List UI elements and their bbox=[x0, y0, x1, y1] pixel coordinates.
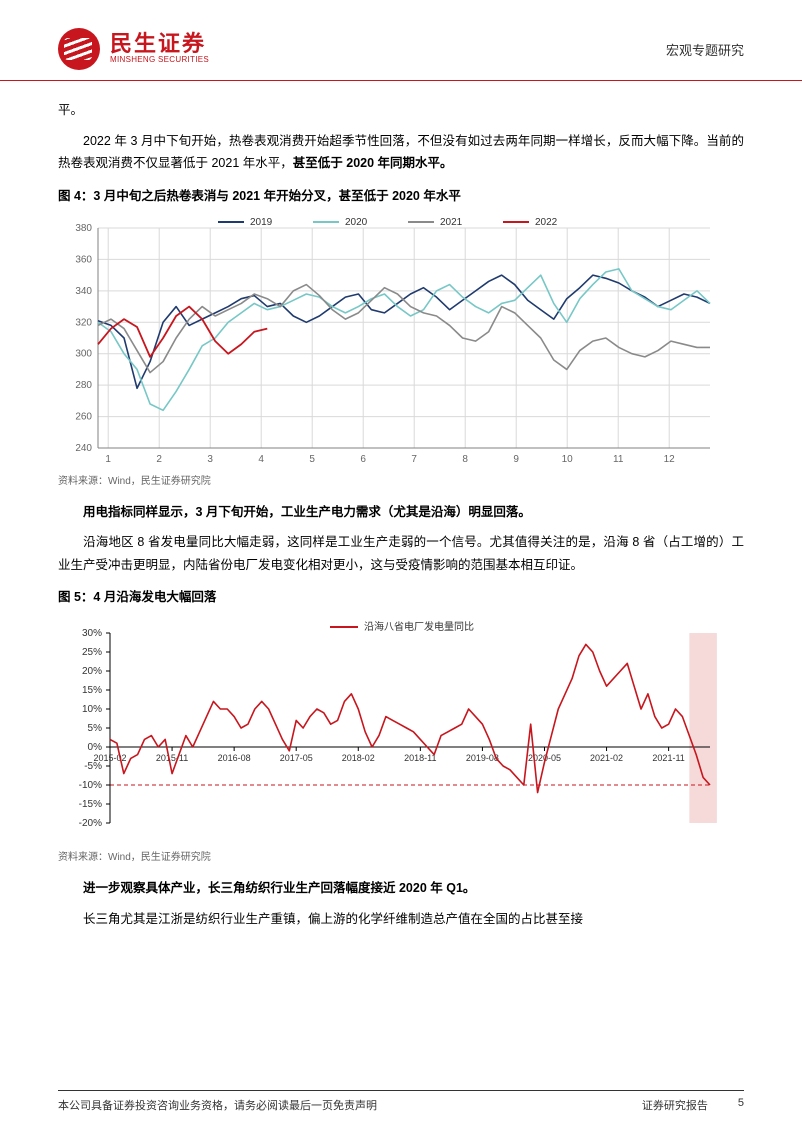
svg-text:340: 340 bbox=[75, 285, 92, 296]
logo-text-en: MINSHENG SECURITIES bbox=[110, 55, 209, 65]
para-3-head: 进一步观察具体产业，长三角纺织行业生产回落幅度接近 2020 年 Q1。 bbox=[58, 877, 744, 900]
svg-text:260: 260 bbox=[75, 411, 92, 422]
svg-text:-15%: -15% bbox=[79, 799, 102, 810]
svg-text:4: 4 bbox=[258, 454, 264, 465]
logo-icon bbox=[58, 28, 100, 70]
para-2-head: 用电指标同样显示，3 月下旬开始，工业生产电力需求（尤其是沿海）明显回落。 bbox=[58, 501, 744, 524]
svg-text:2021-02: 2021-02 bbox=[590, 753, 623, 763]
para-3-body: 长三角尤其是江浙是纺织行业生产重镇，偏上游的化学纤维制造总产值在全国的占比甚至接 bbox=[58, 908, 744, 931]
para-1-bold: 甚至低于 2020 年同期水平。 bbox=[293, 156, 453, 170]
svg-text:2021-11: 2021-11 bbox=[652, 753, 684, 763]
page-header: 民生证券 MINSHENG SECURITIES 宏观专题研究 bbox=[0, 0, 802, 81]
svg-text:2: 2 bbox=[156, 454, 162, 465]
svg-text:-10%: -10% bbox=[79, 780, 102, 791]
svg-text:2020: 2020 bbox=[345, 217, 368, 228]
fig5-title: 图 5：4 月沿海发电大幅回落 bbox=[58, 586, 744, 605]
svg-text:12: 12 bbox=[664, 454, 676, 465]
svg-text:-20%: -20% bbox=[79, 818, 102, 829]
svg-text:10%: 10% bbox=[82, 704, 102, 715]
svg-text:沿海八省电厂发电量同比: 沿海八省电厂发电量同比 bbox=[364, 620, 474, 633]
para-3-bold: 进一步观察具体产业，长三角纺织行业生产回落幅度接近 2020 年 Q1。 bbox=[83, 881, 475, 895]
svg-text:25%: 25% bbox=[82, 647, 102, 658]
svg-text:10: 10 bbox=[562, 454, 574, 465]
svg-text:300: 300 bbox=[75, 348, 92, 359]
para-2-body: 沿海地区 8 省发电量同比大幅走弱，这同样是工业生产走弱的一个信号。尤其值得关注… bbox=[58, 531, 744, 576]
svg-text:280: 280 bbox=[75, 380, 92, 391]
para-2-text: 沿海地区 8 省发电量同比大幅走弱，这同样是工业生产走弱的一个信号。尤其值得关注… bbox=[58, 535, 744, 572]
svg-text:30%: 30% bbox=[82, 628, 102, 639]
svg-text:5: 5 bbox=[309, 454, 315, 465]
fig4-title: 图 4：3 月中旬之后热卷表消与 2021 年开始分叉，甚至低于 2020 年水… bbox=[58, 185, 744, 204]
svg-text:320: 320 bbox=[75, 317, 92, 328]
logo-text-cn: 民生证券 bbox=[110, 33, 209, 55]
svg-text:5%: 5% bbox=[88, 723, 103, 734]
svg-text:11: 11 bbox=[613, 454, 624, 465]
fig4-source: 资料来源：Wind，民生证券研究院 bbox=[58, 472, 744, 487]
svg-text:7: 7 bbox=[411, 454, 417, 465]
fig4-chart: 2402602803003203403603801234567891011122… bbox=[58, 210, 744, 470]
fig5-source: 资料来源：Wind，民生证券研究院 bbox=[58, 848, 744, 863]
footer-left: 本公司具备证券投资咨询业务资格，请务必阅读最后一页免责声明 bbox=[58, 1097, 377, 1113]
svg-text:2021: 2021 bbox=[440, 217, 463, 228]
content: 平。 2022 年 3 月中下旬开始，热卷表观消费开始超季节性回落，不但没有如过… bbox=[0, 81, 802, 930]
svg-text:8: 8 bbox=[462, 454, 468, 465]
footer-right: 证券研究报告 bbox=[642, 1097, 708, 1113]
para-1: 2022 年 3 月中下旬开始，热卷表观消费开始超季节性回落，不但没有如过去两年… bbox=[58, 130, 744, 175]
footer-page: 5 bbox=[738, 1097, 744, 1113]
header-category: 宏观专题研究 bbox=[666, 40, 744, 59]
svg-text:360: 360 bbox=[75, 254, 92, 265]
svg-text:2022: 2022 bbox=[535, 217, 558, 228]
para-cont: 平。 bbox=[58, 99, 744, 122]
svg-text:2019: 2019 bbox=[250, 217, 273, 228]
svg-text:1: 1 bbox=[105, 454, 111, 465]
svg-text:3: 3 bbox=[207, 454, 213, 465]
svg-text:240: 240 bbox=[75, 443, 92, 454]
svg-text:6: 6 bbox=[360, 454, 366, 465]
para-3-text: 长三角尤其是江浙是纺织行业生产重镇，偏上游的化学纤维制造总产值在全国的占比甚至接 bbox=[83, 912, 583, 926]
svg-text:2016-08: 2016-08 bbox=[218, 753, 251, 763]
para-2-bold: 用电指标同样显示，3 月下旬开始，工业生产电力需求（尤其是沿海）明显回落。 bbox=[83, 505, 531, 519]
svg-text:380: 380 bbox=[75, 223, 92, 234]
svg-text:2015-11: 2015-11 bbox=[156, 753, 188, 763]
svg-text:20%: 20% bbox=[82, 666, 102, 677]
svg-text:9: 9 bbox=[513, 454, 519, 465]
svg-text:0%: 0% bbox=[88, 742, 103, 753]
logo-block: 民生证券 MINSHENG SECURITIES bbox=[58, 28, 209, 70]
svg-text:2018-02: 2018-02 bbox=[342, 753, 375, 763]
fig5-chart: -20%-15%-10%-5%0%5%10%15%20%25%30%2015-0… bbox=[58, 611, 744, 846]
svg-text:15%: 15% bbox=[82, 685, 102, 696]
footer: 本公司具备证券投资咨询业务资格，请务必阅读最后一页免责声明 证券研究报告 5 bbox=[58, 1090, 744, 1113]
svg-text:2018-11: 2018-11 bbox=[404, 753, 436, 763]
svg-text:2017-05: 2017-05 bbox=[280, 753, 313, 763]
